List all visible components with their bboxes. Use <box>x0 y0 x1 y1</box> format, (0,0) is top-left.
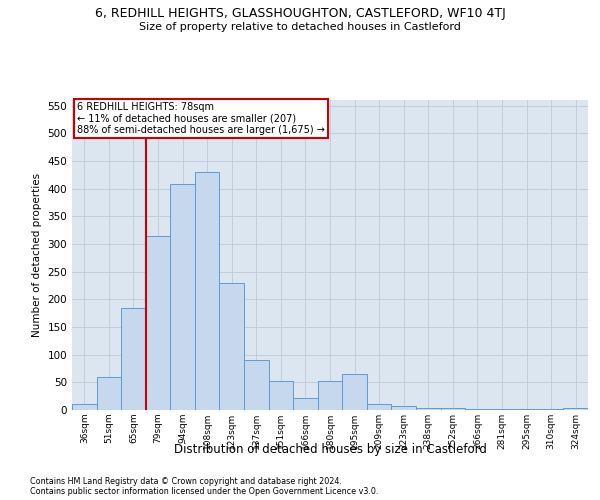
Text: Size of property relative to detached houses in Castleford: Size of property relative to detached ho… <box>139 22 461 32</box>
Bar <box>293 398 318 410</box>
Bar <box>195 172 220 410</box>
Bar <box>490 409 514 410</box>
Bar <box>342 374 367 410</box>
Bar <box>269 381 293 410</box>
Bar <box>318 381 342 410</box>
Y-axis label: Number of detached properties: Number of detached properties <box>32 173 42 337</box>
Bar <box>121 308 146 410</box>
Bar <box>97 377 121 410</box>
Bar <box>416 408 440 410</box>
Text: 6 REDHILL HEIGHTS: 78sqm
← 11% of detached houses are smaller (207)
88% of semi-: 6 REDHILL HEIGHTS: 78sqm ← 11% of detach… <box>77 102 325 134</box>
Bar <box>563 408 588 410</box>
Bar <box>220 282 244 410</box>
Bar <box>391 406 416 410</box>
Bar <box>170 184 195 410</box>
Bar <box>465 409 490 410</box>
Text: 6, REDHILL HEIGHTS, GLASSHOUGHTON, CASTLEFORD, WF10 4TJ: 6, REDHILL HEIGHTS, GLASSHOUGHTON, CASTL… <box>95 8 505 20</box>
Bar <box>440 408 465 410</box>
Bar <box>72 404 97 410</box>
Bar <box>146 236 170 410</box>
Bar <box>244 360 269 410</box>
Text: Contains public sector information licensed under the Open Government Licence v3: Contains public sector information licen… <box>30 488 379 496</box>
Text: Contains HM Land Registry data © Crown copyright and database right 2024.: Contains HM Land Registry data © Crown c… <box>30 478 342 486</box>
Bar <box>367 404 391 410</box>
Text: Distribution of detached houses by size in Castleford: Distribution of detached houses by size … <box>173 442 487 456</box>
